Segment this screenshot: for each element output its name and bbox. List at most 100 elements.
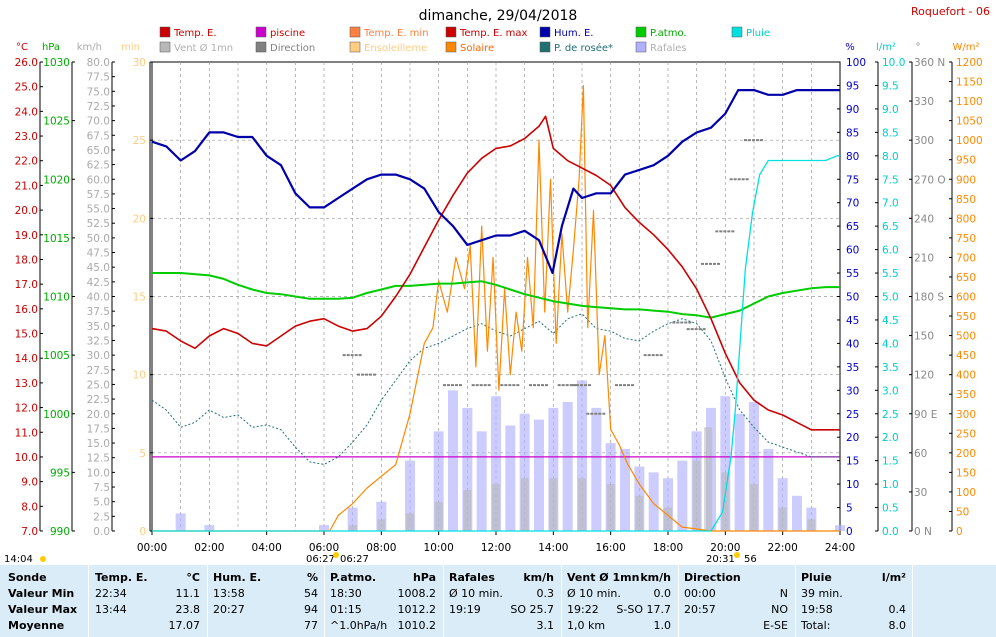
- minutes-tick-label: 15: [133, 292, 146, 304]
- solar-tick-label: 50: [956, 506, 969, 518]
- series-line: [151, 115, 840, 431]
- solar-tick-label: 550: [956, 311, 976, 323]
- legend-item: Temp. E. max: [445, 26, 528, 39]
- minutes-tick-label: 25: [133, 135, 146, 147]
- data-bar: [476, 431, 487, 531]
- stats-header-sonde: Sonde: [8, 571, 47, 584]
- data-bar: [433, 431, 444, 531]
- data-bar: [405, 460, 415, 531]
- rain-tick-label: 2.0: [882, 432, 899, 444]
- dir-tick-label: 120: [914, 370, 934, 382]
- rain-tick-label: 10.0: [882, 57, 905, 69]
- series-p-atmo-: [151, 272, 841, 319]
- legend-swatch: [445, 26, 457, 38]
- temp-tick-label: 23.0: [15, 131, 38, 143]
- solar-tick-label: 1050: [956, 116, 983, 128]
- hum-tick-label: 85: [846, 127, 859, 139]
- time-tick-label: 20:00: [710, 542, 740, 554]
- weather-chart: dimanche, 29/04/2018 Roquefort - 06 Temp…: [4, 5, 990, 565]
- time-tick-label: 22:00: [768, 542, 798, 554]
- stats-cell: 20:27: [213, 603, 245, 616]
- legend-label: Hum. E.: [554, 28, 593, 39]
- time-tick-label: 06:00: [309, 542, 339, 554]
- legend-swatch: [349, 26, 361, 38]
- temp-tick-label: 14.0: [15, 353, 38, 365]
- axis-units: °C hPa km/h min % l/m² ° W/m²: [16, 42, 979, 53]
- stats-cell: E-SE: [763, 619, 788, 632]
- station-name: Roquefort - 06: [911, 5, 990, 18]
- wind-tick-label: 32.5: [87, 335, 110, 347]
- rain-tick-label: 3.0: [882, 385, 899, 397]
- data-bar: [734, 413, 745, 531]
- hum-tick-label: 45: [846, 315, 859, 327]
- solar-unit-label: W/m²: [952, 42, 979, 53]
- legend-item: Direction: [255, 41, 315, 54]
- wind-tick-label: 10.0: [87, 467, 110, 479]
- legend-swatch: [635, 26, 647, 38]
- stats-cell: Total:: [801, 619, 831, 632]
- series-vent-1mn: [348, 427, 816, 531]
- time-tick-label: 10:00: [424, 542, 454, 554]
- series-pluie: [151, 155, 841, 532]
- legend-swatch: [539, 26, 551, 38]
- wind-tick-label: 60.0: [87, 174, 110, 186]
- wind-tick-label: 80.0: [87, 57, 110, 69]
- legend-label: Rafales: [650, 43, 687, 54]
- data-bar: [319, 525, 329, 531]
- wind-unit-label: km/h: [77, 42, 102, 53]
- data-bar: [763, 448, 774, 531]
- rain-tick-label: 6.5: [882, 221, 899, 233]
- solar-tick-label: 300: [956, 409, 976, 421]
- rain-tick-label: 2.5: [882, 409, 899, 421]
- stats-cell: Moyenne: [8, 619, 65, 632]
- data-bar: [664, 507, 672, 531]
- time-tick-label: 12:00: [481, 542, 511, 554]
- legend-label: Pluie: [746, 28, 770, 39]
- solar-tick-label: 850: [956, 194, 976, 206]
- data-bar: [663, 478, 673, 531]
- stats-cell: Valeur Min: [8, 587, 75, 600]
- time-tick-label: 08:00: [366, 542, 396, 554]
- legend-item: Rafales: [635, 41, 687, 54]
- pressure-tick-label: 995: [50, 467, 70, 479]
- pressure-tick-label: 1030: [43, 57, 70, 69]
- data-bar: [406, 513, 414, 531]
- data-bar: [492, 484, 500, 531]
- wind-tick-label: 17.5: [87, 423, 110, 435]
- hum-tick-label: 30: [846, 385, 859, 397]
- stats-cell: 1.0: [653, 619, 672, 632]
- legend-item: P. de rosée*: [539, 41, 613, 54]
- data-bar: [721, 472, 730, 531]
- hum-tick-label: 80: [846, 151, 859, 163]
- sunset-marker: [734, 552, 740, 558]
- wind-tick-label: 7.5: [93, 482, 110, 494]
- pressure-tick-label: 1000: [43, 409, 70, 421]
- rain-tick-label: 1.0: [882, 479, 899, 491]
- legend-label: Direction: [270, 43, 315, 54]
- legend-label: piscine: [270, 28, 305, 39]
- stats-header-rain: Pluie: [801, 571, 832, 584]
- legend-label: Solaire: [460, 43, 494, 54]
- stats-header-wind: Vent Ø 1mn: [567, 571, 640, 584]
- data-bar: [520, 478, 529, 531]
- solar-tick-label: 450: [956, 350, 976, 362]
- legend-label: P.atmo.: [650, 28, 687, 39]
- temp-tick-label: 22.0: [15, 156, 38, 168]
- solar-tick-label: 1100: [956, 96, 983, 108]
- legend-label: Ensoleilleme: [364, 43, 427, 54]
- data-bar: [692, 460, 701, 531]
- wind-tick-label: 55.0: [87, 204, 110, 216]
- stats-table: Sonde Temp. E. °C Hum. E. % P.atmo. hPa …: [0, 565, 996, 637]
- rain-tick-label: 7.0: [882, 198, 899, 210]
- series-temp-e-: [151, 115, 841, 431]
- legend-swatch: [349, 41, 361, 53]
- temp-tick-label: 8.0: [21, 501, 38, 513]
- stats-cell: 8.0: [888, 619, 907, 632]
- rain-tick-label: 5.0: [882, 292, 899, 304]
- series-line: [152, 84, 840, 532]
- stats-cell: Ø 10 min.: [567, 587, 621, 600]
- data-bar: [792, 495, 802, 531]
- pressure-tick-label: 1025: [43, 116, 70, 128]
- stats-cell: 17.07: [168, 619, 201, 632]
- legend-label: Temp. E. max: [459, 28, 528, 39]
